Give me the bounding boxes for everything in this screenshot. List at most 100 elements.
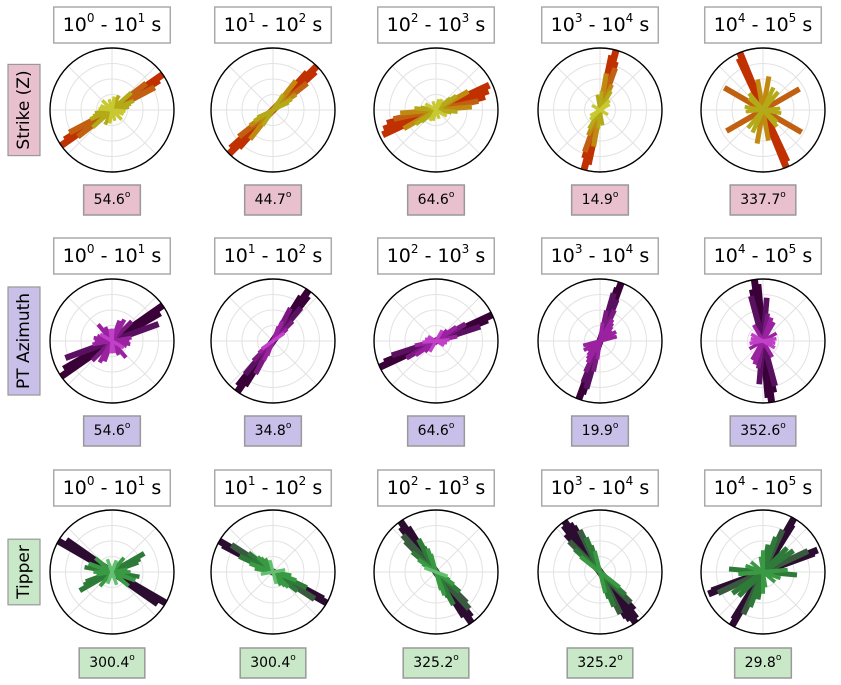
grid-spoke (555, 296, 601, 342)
panel-title-box (703, 6, 823, 44)
panel-title-box (703, 237, 823, 275)
value-label: 44.7o (255, 190, 292, 208)
panel-title-box (213, 6, 333, 44)
polar-frame (373, 509, 499, 635)
panel-title: 102 - 103 s (387, 474, 486, 499)
grid-spoke (599, 340, 645, 386)
rose-petal (108, 328, 116, 354)
row-label-text: Strike (Z) (14, 70, 34, 149)
polar-frame (210, 278, 336, 404)
row-label: Tipper (7, 538, 41, 606)
polar-frame (537, 47, 663, 173)
panel-title-box (540, 237, 660, 275)
value-label: 34.8o (255, 421, 292, 439)
polar-frame (700, 509, 826, 635)
rose-panel: 102 - 103 s 64.6o (373, 6, 499, 216)
polar-frame (700, 278, 826, 404)
rose-petal (256, 100, 290, 120)
panel-title: 102 - 103 s (387, 242, 486, 267)
panel-title-box (52, 469, 172, 507)
polar-frame (537, 509, 663, 635)
grid-spoke (228, 65, 274, 111)
panel-title: 104 - 105 s (714, 242, 813, 267)
value-box (566, 647, 634, 679)
panel-title: 104 - 105 s (714, 11, 813, 36)
panel-title: 103 - 104 s (551, 242, 650, 267)
value-box (243, 415, 303, 447)
rose-panel: 101 - 102 s 34.8o (210, 237, 336, 447)
rose-panel: 100 - 101 s 54.6o (49, 237, 175, 447)
grid-spoke (435, 527, 481, 573)
rose-petal (758, 556, 768, 588)
value-box (243, 184, 303, 216)
rose-petal (106, 559, 118, 585)
grid-spoke (391, 65, 437, 111)
rose-petal (592, 550, 608, 594)
panel-title: 101 - 102 s (224, 242, 323, 267)
rose-panel: 102 - 103 s 325.2o (373, 469, 499, 679)
grid-spoke (435, 340, 481, 386)
rose-panel: 104 - 105 s 29.8o (700, 469, 826, 679)
row-label-box (7, 538, 41, 606)
panel-title-box (376, 6, 496, 44)
panel-title-box (213, 237, 333, 275)
value-label: 54.6o (94, 190, 131, 208)
value-label: 64.6o (418, 421, 455, 439)
rose-petal (748, 105, 778, 115)
polar-frame (700, 47, 826, 173)
panel-title-box (540, 6, 660, 44)
value-box (82, 415, 142, 447)
grid-spoke (391, 296, 437, 342)
value-label: 325.2o (413, 653, 459, 671)
grid-spoke (391, 571, 437, 617)
row-label-text: Tipper (14, 545, 34, 600)
panel-title: 103 - 104 s (551, 11, 650, 36)
rose-panel: 104 - 105 s 352.6o (700, 237, 826, 447)
row-label-box (7, 63, 41, 157)
grid-spoke (718, 296, 764, 342)
rose-petal (260, 331, 286, 351)
value-label: 300.4o (250, 653, 296, 671)
value-label: 352.6o (740, 421, 786, 439)
rose-panel: 102 - 103 s 64.6o (373, 237, 499, 447)
value-box (402, 647, 470, 679)
grid-spoke (435, 109, 481, 155)
panel-title-box (540, 469, 660, 507)
panel-title-box (703, 469, 823, 507)
value-label: 19.9o (582, 421, 619, 439)
rose-panel: 100 - 101 s 300.4o (49, 469, 175, 679)
rose-petal (591, 103, 609, 117)
rose-panel: 101 - 102 s 44.7o (210, 6, 336, 216)
grid-spoke (599, 109, 645, 155)
polar-frame (49, 278, 175, 404)
value-box (406, 415, 466, 447)
value-box (78, 647, 146, 679)
grid-spoke (228, 571, 274, 617)
polar-frame (49, 47, 175, 173)
value-box (733, 647, 793, 679)
panel-title: 100 - 101 s (63, 11, 162, 36)
value-box (239, 647, 307, 679)
rose-petal (423, 566, 449, 578)
value-label: 337.7o (740, 190, 786, 208)
rose-panel: 103 - 104 s 325.2o (537, 469, 663, 679)
row-label: PT Azimuth (7, 286, 41, 396)
grid-spoke (555, 65, 601, 111)
rose-panel: 103 - 104 s 19.9o (537, 237, 663, 447)
value-box (729, 415, 797, 447)
polar-frame (210, 47, 336, 173)
panel-title-box (52, 6, 172, 44)
value-box (406, 184, 466, 216)
panel-title-box (376, 237, 496, 275)
grid-spoke (228, 296, 274, 342)
row-label: Strike (Z) (7, 63, 41, 157)
value-label: 29.8o (745, 653, 782, 671)
polar-frame (373, 278, 499, 404)
grid-spoke (272, 340, 318, 386)
row-label-text: PT Azimuth (14, 293, 34, 389)
panel-title: 104 - 105 s (714, 474, 813, 499)
rose-petal (107, 98, 117, 122)
value-box (82, 184, 142, 216)
panel-title: 102 - 103 s (387, 11, 486, 36)
